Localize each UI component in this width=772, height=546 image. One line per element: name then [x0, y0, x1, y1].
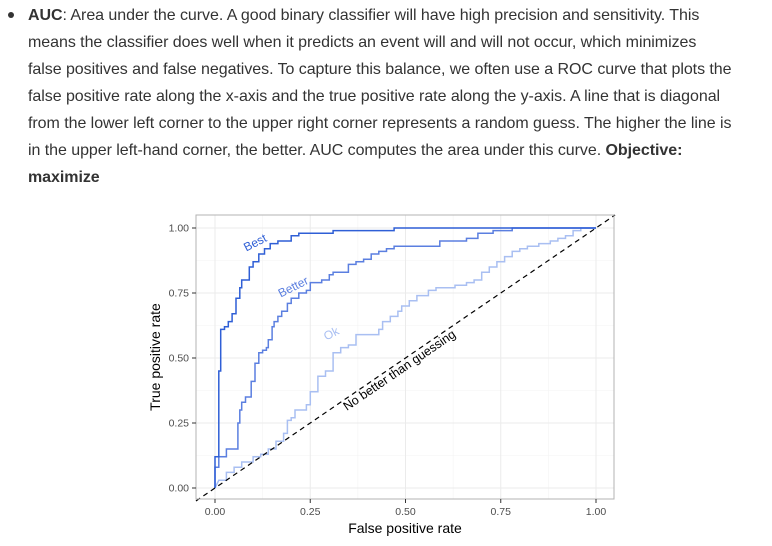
paragraph-line-4: false positive rate along the x-axis and… — [28, 88, 721, 105]
objective-value: maximize — [28, 169, 100, 186]
x-tick-label-1: 0.25 — [300, 506, 321, 518]
paragraph-line-2: means the classifier does well when it p… — [28, 34, 697, 51]
x-axis-title: False positive rate — [348, 520, 462, 536]
paragraph-line-5: from the lower left corner to the upper … — [28, 115, 732, 132]
y-tick-label-1: 0.25 — [169, 418, 190, 430]
x-axis-ticks: 0.00 0.25 0.50 0.75 1.00 — [205, 499, 607, 518]
diagonal-guess-line — [195, 214, 616, 502]
x-tick-label-0: 0.00 — [205, 506, 226, 518]
paragraph-line-1: AUC: Area under the curve. A good binary… — [28, 2, 768, 29]
bullet-marker — [8, 12, 14, 18]
annotation-ok: Ok — [321, 323, 342, 343]
roc-line-best — [214, 227, 596, 488]
x-tick-label-2: 0.50 — [395, 506, 416, 518]
y-tick-label-4: 1.00 — [169, 223, 190, 235]
paragraph-line-7: maximize — [28, 164, 768, 191]
x-tick-label-4: 1.00 — [586, 506, 607, 518]
roc-line-ok — [214, 227, 596, 489]
auc-term: AUC — [28, 7, 63, 24]
y-axis-ticks: 0.00 0.25 0.50 0.75 1.00 — [169, 223, 196, 495]
y-tick-label-0: 0.00 — [169, 483, 190, 495]
x-tick-label-3: 0.75 — [491, 506, 512, 518]
paragraph-line-3: false positives and false negatives. To … — [28, 61, 732, 78]
auc-paragraph: AUC: Area under the curve. A good binary… — [28, 2, 768, 191]
y-axis-title: True positive rate — [147, 303, 163, 411]
y-tick-label-2: 0.50 — [169, 353, 190, 365]
paragraph-line-6: in the upper left-hand corner, the bette… — [28, 137, 768, 164]
paragraph-line-6-text: in the upper left-hand corner, the bette… — [28, 142, 606, 159]
series-layer — [195, 214, 616, 502]
objective-label: Objective: — [605, 142, 683, 159]
y-tick-label-3: 0.75 — [169, 288, 190, 300]
paragraph-line-1-text: : Area under the curve. A good binary cl… — [62, 7, 700, 24]
roc-line-better — [214, 227, 596, 488]
